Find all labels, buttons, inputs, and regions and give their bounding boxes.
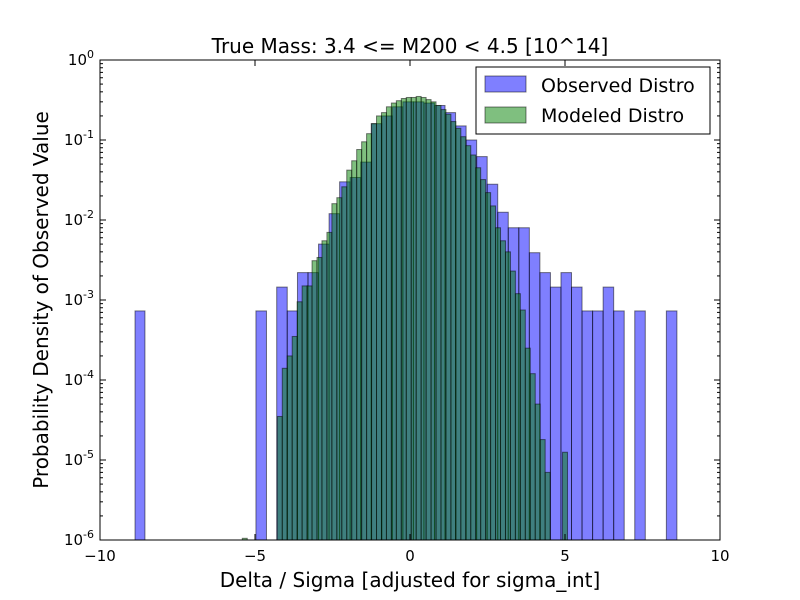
histogram-bar [490,205,497,541]
x-tick-label: −10 [84,547,116,565]
histogram-bar [581,310,594,541]
x-tick-label: 0 [405,547,415,565]
histogram-bar [390,102,397,541]
histogram-bar [504,251,511,541]
x-tick-labels: −10 −5 0 5 10 [84,547,729,565]
legend-swatch-observed [484,75,527,93]
legend-swatch-modeled [484,106,527,124]
histogram-bar [371,123,378,541]
y-tick-labels: 10-6 10-5 10-4 10-3 10-2 10-1 100 [64,48,94,549]
histogram-bar [420,96,427,541]
x-tick-label: −5 [244,547,266,565]
histogram-bar [380,112,387,541]
histogram-bar [562,451,568,541]
histogram-bar [134,310,146,541]
histogram-bar [665,310,678,541]
histogram-bar [450,121,457,541]
histogram-bar [400,98,407,541]
y-tick-label: 10-3 [64,288,94,309]
histogram-bar [435,104,442,541]
histogram-bar [509,270,516,541]
histogram-bar [301,285,308,541]
y-tick-label: 10-1 [64,128,94,149]
histogram-bar [291,335,298,541]
histogram-bar [475,167,482,541]
y-tick-label: 100 [68,48,94,69]
histogram-bar [514,293,521,541]
histogram-bar [460,136,467,541]
histogram-bar [549,286,562,541]
histogram-bar [470,154,477,541]
plot-frame [99,59,721,541]
histogram-bar [495,227,502,541]
histogram-bar [524,347,531,541]
histogram-bar [415,95,422,541]
histogram-bar [366,133,373,541]
legend-label-modeled: Modeled Distro [541,105,684,127]
legend-label-observed: Observed Distro [541,75,695,97]
y-axis-label: Probability Density of Observed Value [29,111,53,489]
histogram-bar [385,106,392,541]
legend: Observed Distro Modeled Distro [475,66,711,135]
histogram-bar [341,186,348,541]
histogram-bar [465,145,472,541]
x-axis-label: Delta / Sigma [adjusted for sigma_int] [220,568,601,592]
histogram-bar [602,286,615,541]
histogram-bar [356,149,363,541]
histogram-bar [376,115,382,541]
histogram-bar [316,256,323,541]
histogram-bar [455,127,462,541]
histogram-bar [534,403,541,541]
histogram-bar [425,99,432,541]
histogram-bar [405,96,412,541]
histogram-bar [296,301,303,541]
x-tick-label: 5 [560,547,570,565]
histogram-bar [286,355,293,541]
histogram-bar [430,101,437,541]
histogram-bar [346,169,353,541]
histogram-bar [445,113,452,541]
histogram-bar [395,100,402,541]
histogram-bar [529,373,536,541]
histogram-bar [613,310,625,541]
histogram-bar [326,231,333,541]
histogram-bar [336,197,343,541]
histogram-bar [331,203,338,541]
histogram-bar [311,260,318,541]
x-tick-label: 10 [710,547,729,565]
histogram-bar [592,310,604,541]
histogram-bar [480,179,487,541]
y-tick-label: 10-6 [64,528,94,549]
histogram-bar [634,310,646,541]
histogram-bar [571,286,583,541]
histogram-bar [500,240,506,541]
histogram-bar [539,439,546,541]
y-tick-label: 10-2 [64,208,94,229]
chart-title: True Mass: 3.4 <= M200 < 4.5 [10^14] [211,34,609,58]
histogram-bar [361,141,368,541]
histogram-bar [410,96,417,541]
histogram-bar [321,240,328,541]
histogram-bar [351,160,358,541]
histogram-bar [485,192,492,541]
histogram-bar [306,285,313,541]
histogram-bar [544,471,551,541]
histogram-bar [519,309,526,541]
histogram-bar [276,415,283,541]
histogram-bar [255,310,267,541]
histogram-bar [281,367,288,541]
histogram-bar [440,109,447,541]
y-tick-label: 10-5 [64,448,94,469]
y-tick-label: 10-4 [64,368,94,389]
